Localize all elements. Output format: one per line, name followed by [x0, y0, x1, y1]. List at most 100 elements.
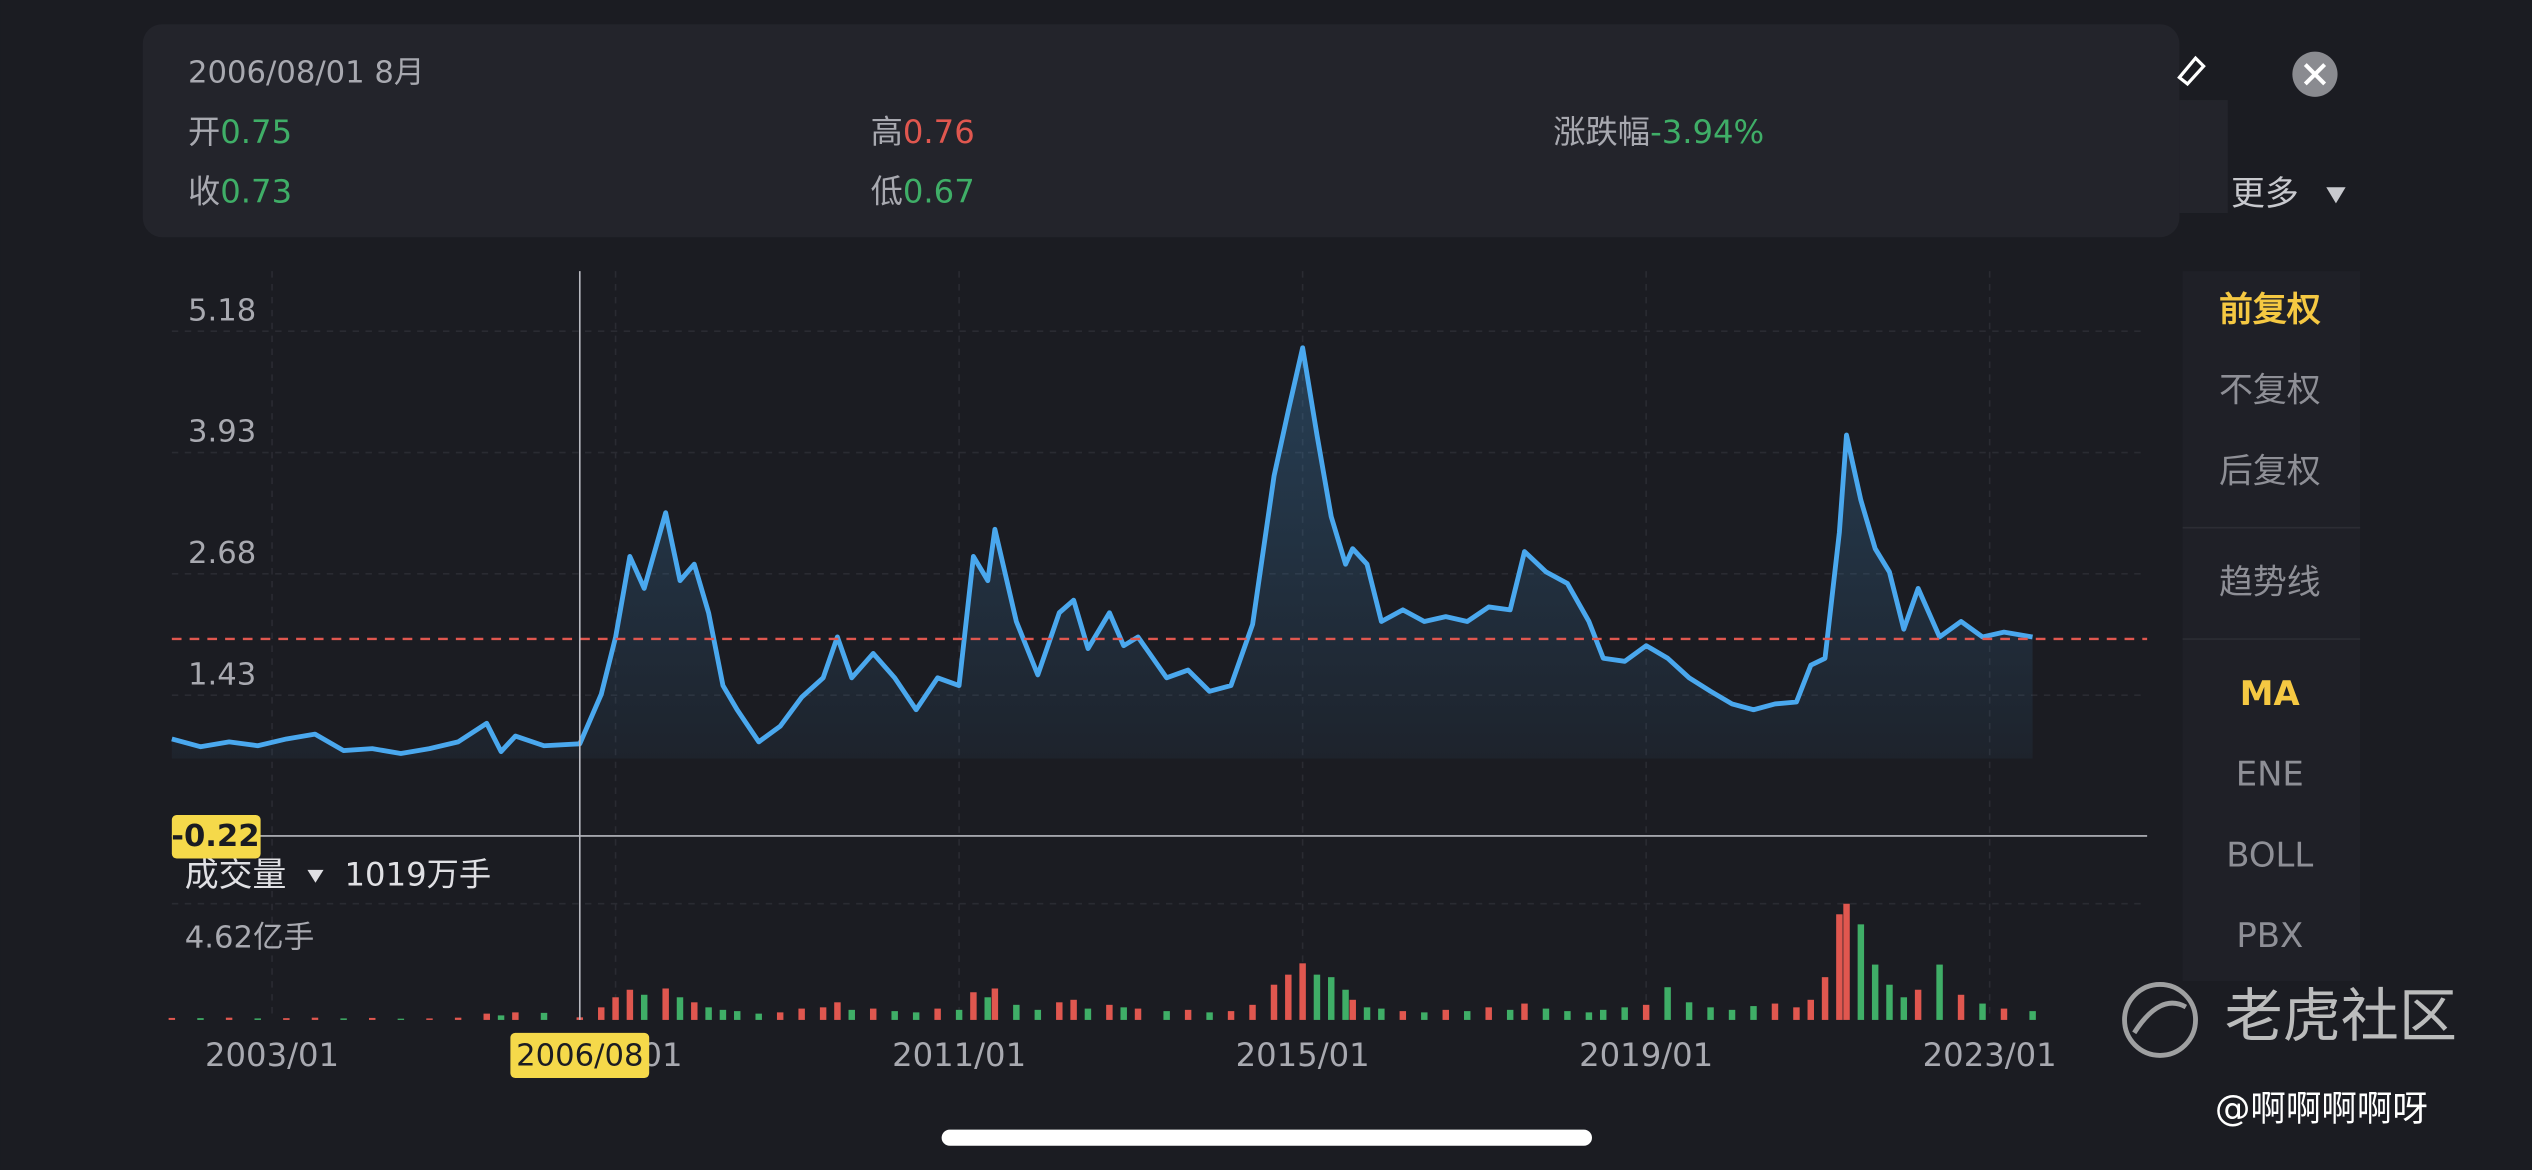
x-tick-label: 2011/01	[892, 1036, 1026, 1074]
volume-bar	[1979, 1003, 1986, 1020]
x-tick-label: 2015/01	[1236, 1036, 1370, 1074]
volume-bar	[1399, 1011, 1407, 1020]
watermark-brand: 老虎社区	[2225, 982, 2457, 1050]
volume-bar	[454, 1017, 462, 1020]
volume-bar	[1442, 1009, 1449, 1020]
volume-bar	[540, 1012, 548, 1020]
menu-item[interactable]: 趋势线	[2219, 563, 2321, 602]
edit-icon[interactable]	[2177, 55, 2206, 87]
menu-item[interactable]: 后复权	[2219, 451, 2321, 490]
volume-bar	[1227, 1011, 1235, 1020]
volume-bar	[1886, 984, 1893, 1020]
volume-bar	[1506, 1009, 1514, 1020]
volume-tick-label: 4.62亿手	[185, 921, 315, 956]
side-menu	[2182, 271, 2361, 982]
volume-bar	[1793, 1007, 1800, 1020]
label: 高	[871, 113, 903, 151]
home-indicator	[941, 1129, 1592, 1146]
volume-bar	[340, 1018, 347, 1020]
volume-bar	[1936, 964, 1943, 1020]
value: 0.67	[903, 173, 975, 211]
volume-bar	[369, 1017, 376, 1020]
volume-bar	[2029, 1011, 2036, 1020]
volume-bar	[1363, 1007, 1371, 1020]
volume-bar	[691, 1002, 698, 1020]
volume-bar	[1163, 1011, 1170, 1020]
volume-bar	[869, 1008, 877, 1020]
volume-bar	[1957, 994, 1965, 1020]
y-tick-label: 1.43	[188, 657, 256, 692]
volume-bar	[676, 997, 684, 1020]
volume-bar	[1378, 1008, 1385, 1020]
volume-bar	[1328, 977, 1335, 1020]
volume-bar	[1871, 964, 1879, 1020]
volume-bar	[734, 1011, 741, 1020]
more-button[interactable]: 更多	[2231, 174, 2299, 213]
info-date: 2006/08/01 8月	[188, 56, 425, 91]
volume-bar	[1821, 977, 1829, 1020]
volume-bar	[2000, 1008, 2008, 1020]
volume-bar	[705, 1007, 712, 1020]
volume-bar	[1184, 1009, 1192, 1020]
menu-item[interactable]: PBX	[2236, 916, 2303, 955]
menu-item[interactable]: ENE	[2236, 755, 2304, 794]
volume-bar	[1084, 1008, 1092, 1020]
close-button[interactable]	[2292, 51, 2338, 97]
watermark-user: @啊啊啊啊呀	[2215, 1088, 2428, 1129]
volume-bar	[1270, 984, 1278, 1020]
volume-bar	[426, 1018, 433, 1020]
volume-bar	[1836, 914, 1843, 1020]
volume-bar	[912, 1012, 920, 1020]
menu-item[interactable]: BOLL	[2226, 835, 2313, 874]
value: -3.94%	[1650, 113, 1764, 151]
volume-bar	[970, 992, 977, 1020]
volume-bar	[984, 997, 991, 1020]
volume-bar	[311, 1017, 319, 1020]
panel-tab	[2179, 100, 2228, 214]
volume-bar	[1206, 1012, 1213, 1020]
info-change: 涨跌幅-3.94%	[1553, 113, 1764, 151]
value: 0.76	[903, 113, 975, 151]
volume-bar	[1056, 1002, 1063, 1020]
volume-bar	[1299, 963, 1306, 1020]
volume-bar	[483, 1013, 490, 1020]
volume-bar	[1349, 999, 1356, 1020]
volume-bar	[1542, 1008, 1550, 1020]
label: 开	[188, 113, 220, 151]
x-tick-label: 2003/01	[205, 1036, 339, 1074]
volume-dropdown[interactable]	[307, 869, 324, 883]
volume-current: 1019万手	[345, 855, 492, 893]
menu-item[interactable]: 前复权	[2219, 290, 2321, 329]
volume-bar	[626, 989, 634, 1020]
volume-bar	[1120, 1007, 1127, 1020]
volume-bar	[1843, 903, 1850, 1020]
volume-bar	[955, 1009, 963, 1020]
volume-bar	[1685, 1002, 1693, 1020]
volume-bar	[497, 1015, 505, 1020]
volume-bar	[1585, 1012, 1593, 1020]
volume-bar	[225, 1017, 233, 1020]
x-tick-label: 2023/01	[1923, 1036, 2057, 1074]
watermark-logo	[2122, 981, 2198, 1058]
more-arrow	[2326, 187, 2346, 204]
volume-bar	[1485, 1007, 1492, 1020]
volume-bar	[1521, 1003, 1528, 1020]
crosshair-y-label-bg	[171, 814, 261, 859]
volume-bar	[1134, 1008, 1142, 1020]
menu-item[interactable]: MA	[2240, 674, 2301, 713]
volume-bar	[819, 1007, 827, 1020]
volume-bar	[397, 1018, 405, 1020]
volume-bar	[798, 1008, 805, 1020]
volume-bar	[512, 1012, 519, 1020]
volume-bar	[1807, 999, 1814, 1020]
volume-bar	[1013, 1004, 1020, 1020]
volume-bar	[612, 997, 619, 1020]
price-line	[171, 345, 2033, 756]
info-close: 收0.73	[188, 173, 292, 211]
menu-item[interactable]: 不复权	[2219, 371, 2321, 410]
volume-bar	[1342, 989, 1349, 1020]
volume-bar	[168, 1017, 176, 1020]
volume-bar	[254, 1018, 261, 1020]
